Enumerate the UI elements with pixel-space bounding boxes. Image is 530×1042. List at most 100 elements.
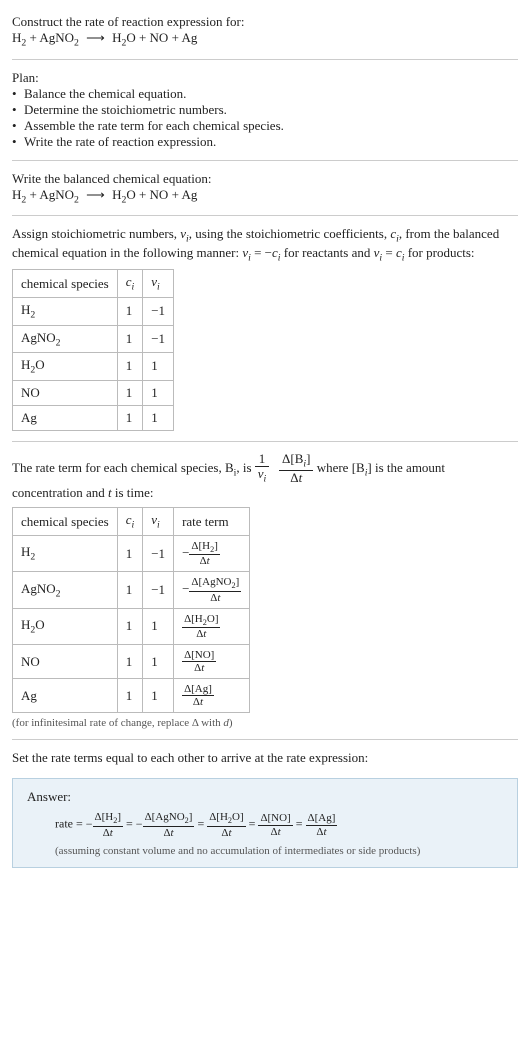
rate-term-frac: Δ[NO]Δt — [182, 649, 216, 674]
frac-num: Δ[NO] — [258, 812, 292, 825]
cell-ci: 1 — [117, 572, 143, 608]
plan-item-text: Balance the chemical equation. — [24, 86, 186, 102]
col-species: chemical species — [13, 270, 118, 298]
table-row: Ag11Δ[Ag]Δt — [13, 679, 250, 713]
table-row: H21−1 — [13, 297, 174, 325]
rate-term: Δ[H2O]Δt — [207, 817, 245, 831]
plan-item-text: Write the rate of reaction expression. — [24, 134, 216, 150]
rate-term-frac: Δ[Ag]Δt — [182, 683, 214, 708]
plan-item-text: Determine the stoichiometric numbers. — [24, 102, 227, 118]
frac-den: Δt — [207, 827, 245, 839]
cell-ci: 1 — [117, 535, 143, 571]
cell-vi: −1 — [143, 325, 174, 353]
rateterm-section: The rate term for each chemical species,… — [12, 446, 518, 736]
bullet: • — [12, 134, 24, 150]
table-row: NO11Δ[NO]Δt — [13, 644, 250, 678]
stoich-section: Assign stoichiometric numbers, νi, using… — [12, 220, 518, 437]
table-row: NO11 — [13, 380, 174, 405]
intro-equation: H2 + AgNO2 ⟶ H2O + NO + Ag — [12, 30, 518, 49]
rate-term: Δ[NO]Δt — [258, 817, 292, 831]
cell-species: H2 — [13, 297, 118, 325]
rate-term-cell: Δ[Ag]Δt — [182, 687, 214, 702]
cell-vi: −1 — [143, 572, 174, 608]
table-row: H2O11 — [13, 353, 174, 381]
rateterm-pre: The rate term for each chemical species,… — [12, 460, 234, 475]
frac-num: Δ[H2] — [93, 811, 123, 826]
plan-item: •Balance the chemical equation. — [12, 86, 518, 102]
cell-ci: 1 — [117, 679, 143, 713]
rate-term: −Δ[H2]Δt — [86, 817, 123, 831]
frac-num: Δ[AgNO2] — [189, 576, 241, 591]
cell-ci: 1 — [117, 644, 143, 678]
plan-heading: Plan: — [12, 70, 518, 86]
frac-den: Δt — [306, 826, 338, 838]
plan-list: •Balance the chemical equation.•Determin… — [12, 86, 518, 150]
col-ci: ci — [117, 508, 143, 536]
cell-vi: −1 — [143, 297, 174, 325]
stoich-heading: Assign stoichiometric numbers, νi, using… — [12, 226, 518, 263]
balanced-equation: H2 + AgNO2 ⟶ H2O + NO + Ag — [12, 187, 518, 206]
cell-rate-term: −Δ[H2]Δt — [174, 535, 250, 571]
cell-species: NO — [13, 380, 118, 405]
cell-species: H2O — [13, 353, 118, 381]
plan-section: Plan: •Balance the chemical equation.•De… — [12, 64, 518, 156]
frac-den: Δt — [143, 827, 195, 839]
rate-term: −Δ[AgNO2]Δt — [136, 817, 195, 831]
equals-sign: = — [293, 817, 306, 831]
cell-ci: 1 — [117, 608, 143, 644]
divider — [12, 59, 518, 60]
frac-delta-bi: Δ[Bi] Δt — [279, 452, 313, 486]
frac-den: Δt — [93, 827, 123, 839]
frac-num: Δ[Ag] — [306, 812, 338, 825]
intro-title: Construct the rate of reaction expressio… — [12, 14, 518, 30]
table-row: AgNO21−1 — [13, 325, 174, 353]
table-row: Ag11 — [13, 405, 174, 430]
frac-num: Δ[AgNO2] — [143, 811, 195, 826]
frac-den: Δt — [279, 471, 313, 485]
cell-ci: 1 — [117, 380, 143, 405]
table-row: H2O11Δ[H2O]Δt — [13, 608, 250, 644]
stoich-table: chemical species ci νi H21−1AgNO21−1H2O1… — [12, 269, 174, 430]
cell-vi: 1 — [143, 608, 174, 644]
table-header-row: chemical species ci νi rate term — [13, 508, 250, 536]
equals-sign: = — [123, 817, 136, 831]
cell-rate-term: −Δ[AgNO2]Δt — [174, 572, 250, 608]
bullet: • — [12, 86, 24, 102]
divider — [12, 739, 518, 740]
frac-num: 1 — [255, 452, 270, 467]
cell-species: NO — [13, 644, 118, 678]
bullet: • — [12, 118, 24, 134]
frac-den: Δt — [182, 628, 220, 640]
col-vi: νi — [143, 270, 174, 298]
rate-term-cell: Δ[NO]Δt — [182, 653, 216, 668]
rate-term-frac: Δ[AgNO2]Δt — [189, 576, 241, 603]
rate-term-frac: Δ[NO]Δt — [258, 812, 292, 837]
cell-vi: 1 — [143, 353, 174, 381]
cell-vi: 1 — [143, 405, 174, 430]
cell-ci: 1 — [117, 353, 143, 381]
plan-item: •Assemble the rate term for each chemica… — [12, 118, 518, 134]
cell-vi: −1 — [143, 535, 174, 571]
rate-term-cell: Δ[H2O]Δt — [182, 617, 220, 632]
cell-vi: 1 — [143, 679, 174, 713]
cell-vi: 1 — [143, 380, 174, 405]
frac-num: Δ[H2O] — [182, 613, 220, 628]
rate-term-frac: Δ[H2]Δt — [93, 811, 123, 838]
rate-term-frac: Δ[Ag]Δt — [306, 812, 338, 837]
equals-sign: = — [246, 817, 259, 831]
col-vi: νi — [143, 508, 174, 536]
frac-num: Δ[Ag] — [182, 683, 214, 696]
col-rate-term: rate term — [174, 508, 250, 536]
rate-term-frac: Δ[H2O]Δt — [182, 613, 220, 640]
table-header-row: chemical species ci νi — [13, 270, 174, 298]
cell-species: Ag — [13, 405, 118, 430]
cell-rate-term: Δ[H2O]Δt — [174, 608, 250, 644]
divider — [12, 441, 518, 442]
rate-term-cell: −Δ[H2]Δt — [182, 545, 220, 560]
divider — [12, 160, 518, 161]
cell-species: H2O — [13, 608, 118, 644]
answer-assumption: (assuming constant volume and no accumul… — [27, 845, 503, 857]
plan-item: •Determine the stoichiometric numbers. — [12, 102, 518, 118]
rate-term-cell: −Δ[AgNO2]Δt — [182, 581, 241, 596]
answer-label: Answer: — [27, 789, 503, 805]
